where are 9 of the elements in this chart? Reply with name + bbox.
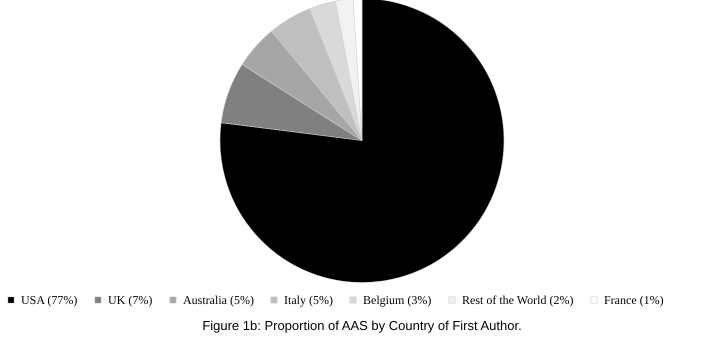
text: Figure 1b: Proportion of AAS by Country of First Author. <box>202 318 522 333</box>
pie-slice <box>220 0 504 283</box>
legend-label: Rest of the World (2%) <box>462 293 574 307</box>
legend-label: Belgium (3%) <box>363 293 432 307</box>
legend-label: USA (77%) <box>21 293 78 307</box>
legend-label: Italy (5%) <box>284 293 333 307</box>
legend-label: UK (7%) <box>108 293 152 307</box>
legend-label: Australia (5%) <box>183 293 254 307</box>
legend-label: France (1%) <box>604 293 664 307</box>
